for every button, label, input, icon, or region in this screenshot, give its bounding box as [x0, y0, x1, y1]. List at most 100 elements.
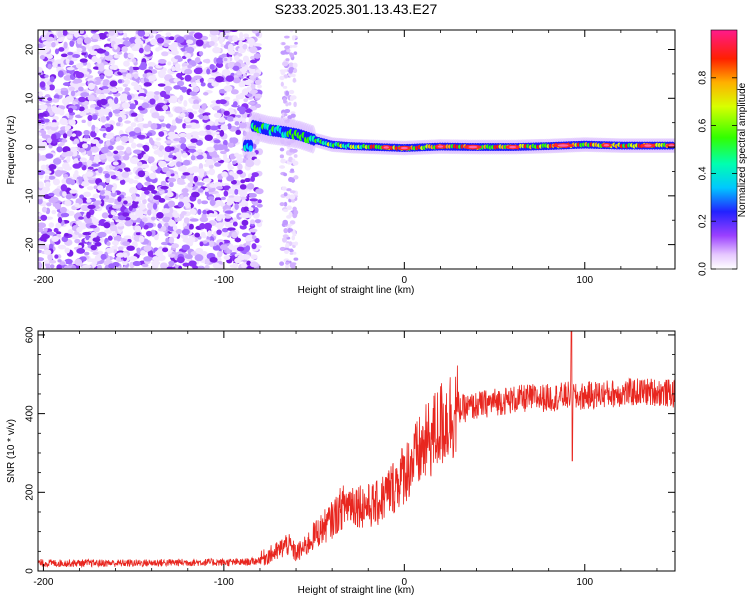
- noise-blob: [103, 190, 112, 197]
- noise-blob: [96, 48, 104, 54]
- noise-blob: [96, 58, 102, 64]
- noise-blob: [250, 175, 255, 182]
- noise-blob: [231, 184, 239, 189]
- y-tick: 200: [25, 484, 675, 501]
- noise-blob: [234, 237, 242, 243]
- noise-blob: [56, 231, 62, 235]
- snr-plot-area: [38, 331, 675, 571]
- noise-blob: [289, 148, 294, 153]
- noise-blob: [285, 102, 289, 107]
- noise-blob: [134, 175, 141, 180]
- noise-blob: [279, 202, 285, 207]
- noise-blob: [160, 262, 168, 269]
- noise-blob: [167, 177, 177, 183]
- noise-blob: [137, 116, 143, 122]
- noise-blob: [232, 221, 238, 227]
- noise-blob: [141, 263, 149, 268]
- noise-blob: [113, 96, 119, 105]
- noise-blob: [176, 256, 185, 264]
- noise-blob: [193, 67, 203, 75]
- noise-blob: [205, 124, 212, 131]
- noise-blob: [228, 243, 234, 250]
- noise-blob: [38, 188, 46, 196]
- noise-blob: [126, 245, 135, 251]
- noise-blob: [54, 59, 64, 64]
- noise-blob: [111, 245, 119, 250]
- noise-blob: [282, 234, 289, 238]
- noise-blob: [38, 195, 43, 200]
- noise-blob: [108, 30, 115, 36]
- noise-blob: [115, 136, 121, 142]
- noise-blob: [60, 184, 68, 192]
- noise-blob: [55, 222, 62, 229]
- noise-blob: [79, 58, 88, 63]
- noise-blob: [44, 181, 51, 188]
- noise-blob: [72, 163, 82, 169]
- noise-blob: [148, 77, 154, 82]
- noise-blob: [136, 134, 146, 139]
- noise-blob: [97, 166, 103, 174]
- noise-blob: [137, 30, 146, 37]
- y-tick-label: -10: [25, 188, 36, 203]
- noise-blob: [282, 97, 287, 103]
- noise-blob: [157, 223, 162, 229]
- noise-blob: [156, 211, 164, 219]
- noise-blob: [239, 184, 247, 190]
- noise-blob: [57, 259, 62, 263]
- noise-blob: [194, 123, 201, 129]
- noise-blob: [285, 58, 290, 62]
- y-tick-label: 600: [25, 326, 36, 343]
- noise-blob: [162, 216, 171, 223]
- noise-blob: [151, 256, 161, 262]
- noise-blob: [253, 158, 261, 166]
- noise-blob: [232, 262, 239, 269]
- noise-blob: [293, 101, 297, 108]
- noise-blob: [193, 175, 199, 183]
- noise-blob: [283, 192, 288, 197]
- noise-blob: [90, 38, 99, 43]
- noise-blob: [234, 188, 239, 195]
- noise-blob: [187, 182, 194, 188]
- noise-blob: [44, 84, 50, 91]
- noise-blob: [51, 41, 56, 48]
- noise-blob: [176, 80, 185, 87]
- noise-blob: [287, 227, 292, 234]
- noise-blob: [167, 187, 172, 194]
- noise-blob: [82, 231, 92, 236]
- noise-blob: [221, 231, 229, 237]
- ridge-hotspot: [603, 144, 610, 147]
- noise-blob: [221, 53, 227, 58]
- noise-blob: [57, 70, 64, 78]
- noise-blob: [57, 31, 63, 38]
- noise-blob: [105, 178, 111, 184]
- noise-blob: [92, 251, 99, 256]
- noise-blob: [103, 222, 111, 229]
- noise-blob: [168, 154, 174, 159]
- noise-blob: [232, 65, 240, 71]
- spectrogram-x-ticks: -200 -100 0 100: [33, 30, 658, 286]
- noise-blob: [198, 163, 204, 170]
- noise-blob: [86, 62, 91, 70]
- noise-blob: [128, 187, 138, 194]
- noise-blob: [289, 30, 294, 33]
- noise-blob: [146, 184, 156, 191]
- noise-blob: [76, 130, 82, 137]
- noise-blob: [283, 227, 289, 234]
- noise-blob: [80, 92, 90, 98]
- noise-blob: [181, 244, 190, 251]
- noise-blob: [83, 191, 92, 197]
- noise-blob: [195, 39, 204, 47]
- colorbar-ticks: 0.0 0.2 0.4 0.6 0.8: [698, 70, 737, 276]
- noise-blob: [54, 48, 60, 55]
- noise-blob: [39, 54, 45, 60]
- noise-blob: [66, 66, 75, 71]
- noise-blob: [39, 81, 46, 88]
- noise-blob: [179, 195, 184, 200]
- noise-blob: [92, 259, 98, 266]
- noise-blob: [89, 154, 95, 162]
- noise-blob: [144, 44, 151, 52]
- noise-blob: [129, 66, 134, 74]
- noise-blob: [283, 74, 289, 79]
- noise-blob: [281, 186, 287, 191]
- noise-blob: [170, 124, 177, 131]
